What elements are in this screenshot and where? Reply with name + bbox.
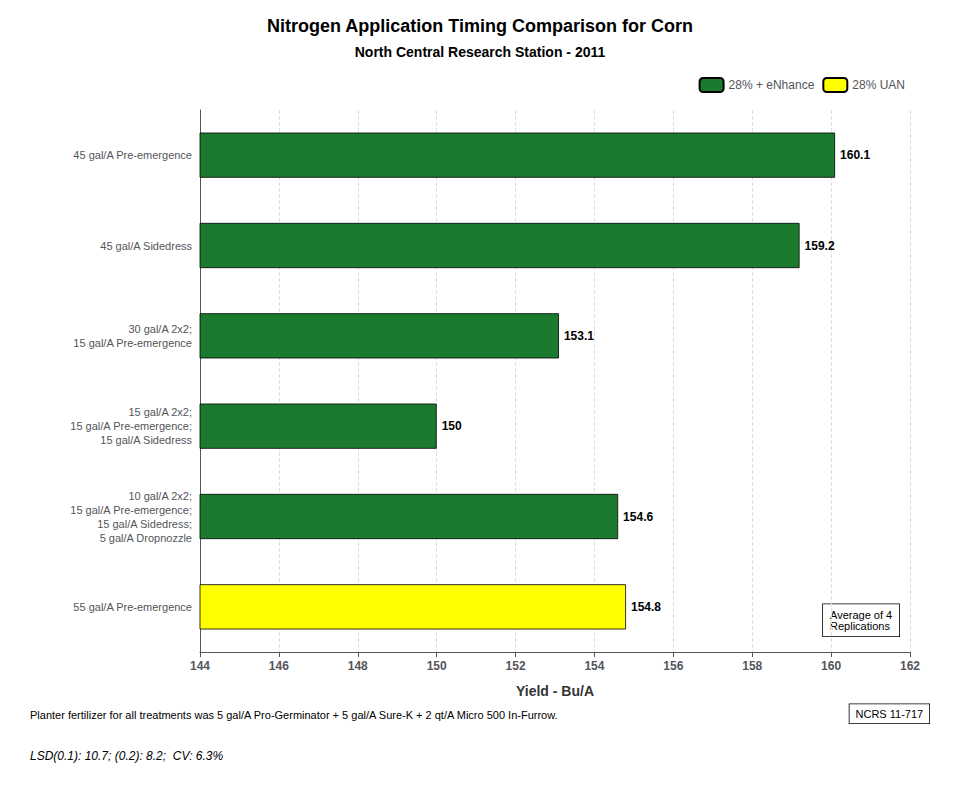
svg-text:Planter fertilizer for all tre: Planter fertilizer for all treatments wa… — [30, 709, 558, 721]
svg-text:146: 146 — [269, 659, 289, 673]
svg-text:55 gal/A Pre-emergence: 55 gal/A Pre-emergence — [73, 601, 192, 613]
svg-text:30 gal/A 2x2;: 30 gal/A 2x2; — [128, 323, 192, 335]
svg-text:15 gal/A 2x2;: 15 gal/A 2x2; — [128, 406, 192, 418]
svg-text:10 gal/A 2x2;: 10 gal/A 2x2; — [128, 490, 192, 502]
svg-text:158: 158 — [742, 659, 762, 673]
svg-text:150: 150 — [442, 419, 462, 433]
svg-text:153.1: 153.1 — [564, 329, 594, 343]
svg-text:15 gal/A Pre-emergence: 15 gal/A Pre-emergence — [73, 337, 192, 349]
svg-text:15 gal/A Pre-emergence;: 15 gal/A Pre-emergence; — [70, 420, 192, 432]
svg-text:LSD(0.1): 10.7; (0.2): 8.2; C: LSD(0.1): 10.7; (0.2): 8.2; CV: 6.3% — [30, 749, 224, 763]
svg-text:45 gal/A Sidedress: 45 gal/A Sidedress — [100, 240, 192, 252]
svg-text:152: 152 — [506, 659, 526, 673]
svg-text:160: 160 — [821, 659, 841, 673]
svg-text:North Central Research Station: North Central Research Station - 2011 — [355, 44, 606, 60]
svg-text:154.8: 154.8 — [631, 600, 661, 614]
svg-text:Average of 4: Average of 4 — [830, 608, 893, 621]
svg-text:28% UAN: 28% UAN — [852, 78, 905, 92]
svg-text:28% + eNhance: 28% + eNhance — [729, 78, 815, 92]
svg-text:Yield - Bu/A: Yield - Bu/A — [516, 683, 594, 699]
svg-text:159.2: 159.2 — [805, 239, 835, 253]
svg-text:Replications: Replications — [830, 620, 890, 632]
svg-text:15 gal/A Sidedress: 15 gal/A Sidedress — [100, 434, 192, 446]
svg-text:144: 144 — [190, 659, 210, 673]
svg-text:15 gal/A Sidedress;: 15 gal/A Sidedress; — [97, 518, 192, 530]
svg-text:154.6: 154.6 — [623, 510, 653, 524]
svg-text:45 gal/A Pre-emergence: 45 gal/A Pre-emergence — [73, 149, 192, 161]
svg-text:162: 162 — [900, 659, 920, 673]
svg-text:156: 156 — [663, 659, 683, 673]
svg-text:150: 150 — [427, 659, 447, 673]
svg-text:NCRS 11-717: NCRS 11-717 — [856, 708, 924, 720]
svg-text:160.1: 160.1 — [840, 148, 870, 162]
svg-text:Nitrogen Application Timing Co: Nitrogen Application Timing Comparison f… — [267, 16, 693, 36]
svg-text:5 gal/A Dropnozzle: 5 gal/A Dropnozzle — [100, 532, 192, 544]
svg-text:148: 148 — [348, 659, 368, 673]
svg-text:154: 154 — [584, 659, 604, 673]
svg-text:15 gal/A Pre-emergence;: 15 gal/A Pre-emergence; — [70, 504, 192, 516]
